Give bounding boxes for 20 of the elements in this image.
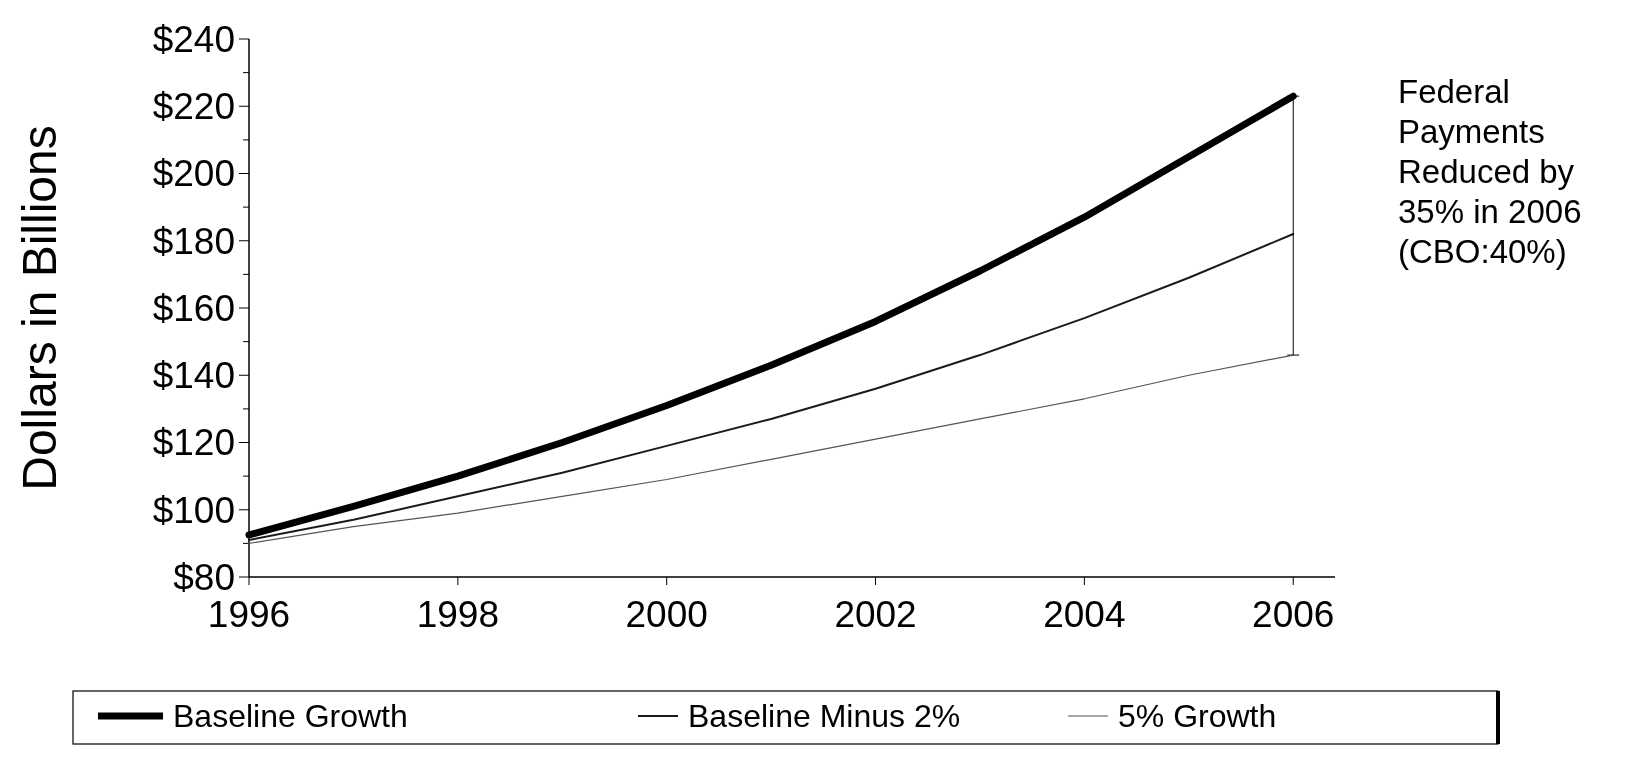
x-tick-label: 1998 xyxy=(416,594,499,635)
y-tick-label: $100 xyxy=(152,489,235,531)
legend-label: 5% Growth xyxy=(1118,698,1277,735)
x-tick-label: 2004 xyxy=(1043,594,1126,635)
text: Federal Payments Reduced by 35% in 2006 (CBO:40%) xyxy=(1398,73,1582,270)
y-tick-label: $180 xyxy=(152,220,235,262)
x-tick-label: 2002 xyxy=(834,594,917,635)
y-tick-label: $140 xyxy=(152,355,235,397)
y-axis-title: Dollars in Billions xyxy=(13,125,66,491)
x-tick-label: 2000 xyxy=(625,594,708,635)
y-tick-label: $220 xyxy=(152,86,235,128)
legend-label: Baseline Minus 2% xyxy=(688,698,961,735)
y-tick-label: $160 xyxy=(152,287,235,329)
line-series xyxy=(248,233,1295,542)
y-tick-label: $240 xyxy=(152,18,235,60)
line-series xyxy=(248,354,1294,544)
legend-label: Baseline Growth xyxy=(173,698,408,735)
y-tick-label: $200 xyxy=(152,153,235,195)
x-tick-label: 2006 xyxy=(1252,594,1335,635)
y-tick-label: $120 xyxy=(152,422,235,464)
